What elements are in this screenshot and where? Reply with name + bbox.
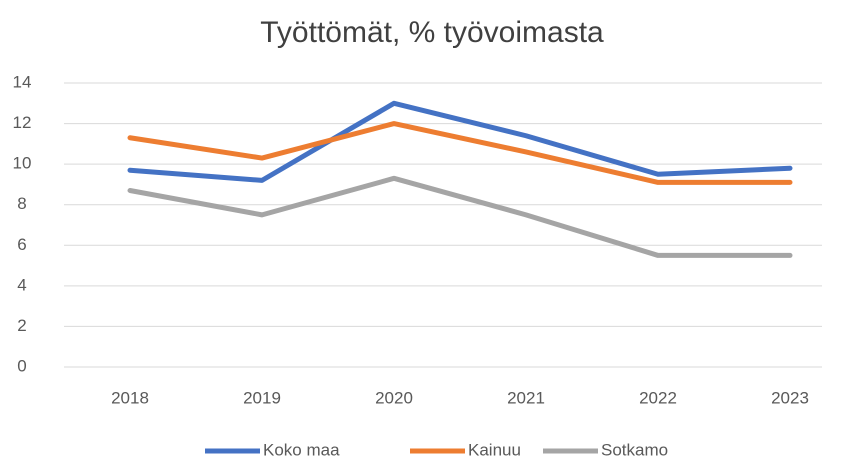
y-tick-label: 2 — [17, 316, 26, 335]
y-tick-label: 6 — [17, 235, 26, 254]
series-line — [127, 100, 793, 183]
x-tick-label: 2019 — [243, 388, 281, 407]
x-tick-label: 2022 — [639, 388, 677, 407]
y-tick-label: 10 — [13, 154, 32, 173]
x-tick-label: 2018 — [111, 388, 149, 407]
x-tick-label: 2023 — [771, 388, 809, 407]
y-tick-label: 8 — [17, 194, 26, 213]
y-tick-label: 14 — [13, 72, 32, 91]
y-tick-label: 12 — [13, 113, 32, 132]
chart-title: Työttömät, % työvoimasta — [260, 16, 604, 49]
x-tick-label: 2020 — [375, 388, 413, 407]
legend-label: Kainuu — [468, 440, 521, 459]
y-tick-label: 4 — [17, 275, 26, 294]
series-line — [127, 175, 793, 258]
y-tick-label: 0 — [17, 356, 26, 375]
legend-label: Koko maa — [263, 440, 340, 459]
legend-label: Sotkamo — [601, 440, 668, 459]
series-line — [127, 121, 793, 185]
x-tick-label: 2021 — [507, 388, 545, 407]
